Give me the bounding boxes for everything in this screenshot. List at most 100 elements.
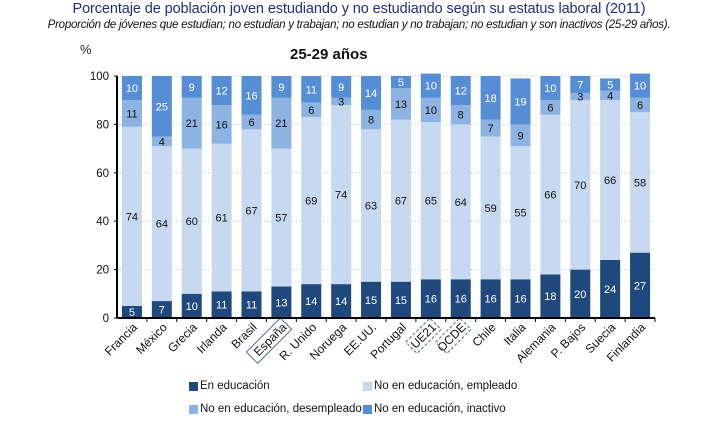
x-tick-label-group: UE21 xyxy=(405,317,442,355)
bar-segment xyxy=(420,121,441,280)
bar-segment xyxy=(301,117,322,285)
data-label: 11 xyxy=(216,300,227,312)
data-label: 74 xyxy=(335,190,347,202)
data-label: 4 xyxy=(159,136,165,148)
x-tick-label: México xyxy=(133,320,170,357)
bar-segment xyxy=(331,105,352,285)
data-label: 18 xyxy=(484,93,496,105)
data-label: 16 xyxy=(245,90,257,102)
data-label: 24 xyxy=(604,284,616,296)
bar-segment xyxy=(540,274,561,318)
bar-segment xyxy=(420,73,441,98)
bar-segment xyxy=(211,143,232,292)
x-tick-label: OCDE xyxy=(434,320,468,354)
data-label: 66 xyxy=(544,190,556,202)
data-label: 15 xyxy=(365,295,377,307)
bar-segment xyxy=(271,286,292,318)
legend-swatch xyxy=(189,404,198,414)
data-label: 67 xyxy=(395,196,407,208)
data-label: 5 xyxy=(607,79,613,91)
bar-segment xyxy=(630,97,651,113)
data-label: 66 xyxy=(604,175,616,187)
data-label: 14 xyxy=(305,296,317,308)
bar-segment xyxy=(540,114,561,275)
bar-segment xyxy=(121,305,142,318)
x-tick-label: Francia xyxy=(102,320,140,358)
bar-segment xyxy=(151,136,172,147)
x-tick-label-group: Irlanda xyxy=(194,320,230,356)
data-label: 6 xyxy=(547,102,553,114)
data-label: 9 xyxy=(517,130,523,142)
data-label: 69 xyxy=(305,196,317,208)
bar-segment xyxy=(331,76,352,98)
data-label: 70 xyxy=(574,180,586,192)
data-label: 11 xyxy=(306,84,317,96)
data-label: 21 xyxy=(186,118,198,130)
data-label: 61 xyxy=(215,213,227,225)
bar-segment xyxy=(630,252,651,318)
data-label: 74 xyxy=(126,211,138,223)
data-label: 16 xyxy=(514,294,526,306)
bar-segment xyxy=(361,109,382,130)
bar-segment xyxy=(121,100,142,127)
bar-segment xyxy=(241,76,262,115)
bar-segment xyxy=(331,284,352,318)
x-tick-label-group: Chile xyxy=(469,320,498,349)
bar-segment xyxy=(600,90,621,101)
data-label: 55 xyxy=(514,208,526,220)
data-label: 13 xyxy=(275,297,287,309)
data-label: 10 xyxy=(544,83,556,95)
bar-segment xyxy=(450,105,471,125)
x-tick-label-group: México xyxy=(133,320,170,357)
bar-segment xyxy=(301,284,322,318)
bar-segment xyxy=(361,129,382,282)
data-label: 67 xyxy=(245,205,257,217)
data-label: 65 xyxy=(425,196,437,208)
data-label: 9 xyxy=(189,82,195,94)
bar-segment xyxy=(271,97,292,149)
y-tick-label: 100 xyxy=(90,71,109,83)
bar-segment xyxy=(510,124,531,147)
data-label: 6 xyxy=(248,117,254,129)
bar-segment xyxy=(271,76,292,98)
bar-segment xyxy=(361,76,382,110)
data-label: 18 xyxy=(544,291,556,303)
bar-segment xyxy=(181,97,202,149)
bar-segment xyxy=(241,291,262,318)
y-axis-unit: % xyxy=(80,42,92,57)
page-subtitle: Proporción de jóvenes que estudian; no e… xyxy=(47,19,671,31)
data-label: 16 xyxy=(425,294,437,306)
data-label: 11 xyxy=(126,109,137,121)
x-tick-label: Irlanda xyxy=(194,320,230,356)
data-label: 58 xyxy=(634,177,646,189)
bar-segment xyxy=(390,88,411,120)
data-label: 10 xyxy=(425,105,437,117)
x-tick-label: UE21 xyxy=(408,320,439,351)
legend-item: No en educación, empleado xyxy=(363,380,517,392)
data-label: 10 xyxy=(186,301,198,313)
bar-segment xyxy=(510,279,531,318)
y-tick-label: 60 xyxy=(96,168,109,180)
legend-item: No en educación, desempleado xyxy=(189,403,362,415)
category-highlight-box xyxy=(245,317,293,365)
bar-segment xyxy=(181,76,202,98)
bar-segment xyxy=(181,148,202,294)
legend-swatch xyxy=(363,381,372,391)
bar-segment xyxy=(630,112,651,253)
bar-segment xyxy=(570,92,591,101)
bar-segment xyxy=(301,102,322,118)
bar-segment xyxy=(480,76,501,120)
data-label: 7 xyxy=(159,305,165,317)
bar-segment xyxy=(390,281,411,318)
bar-segment xyxy=(540,100,561,115)
bar-segment xyxy=(510,146,531,280)
bar-segment xyxy=(420,97,441,122)
data-label: 10 xyxy=(126,83,138,95)
bar-segment xyxy=(450,76,471,106)
data-label: 63 xyxy=(365,200,377,212)
bar-segment xyxy=(570,269,591,318)
data-label: 7 xyxy=(488,123,494,135)
y-tick-label: 20 xyxy=(96,265,109,277)
page-title: Porcentaje de población joven estudiando… xyxy=(72,1,646,17)
